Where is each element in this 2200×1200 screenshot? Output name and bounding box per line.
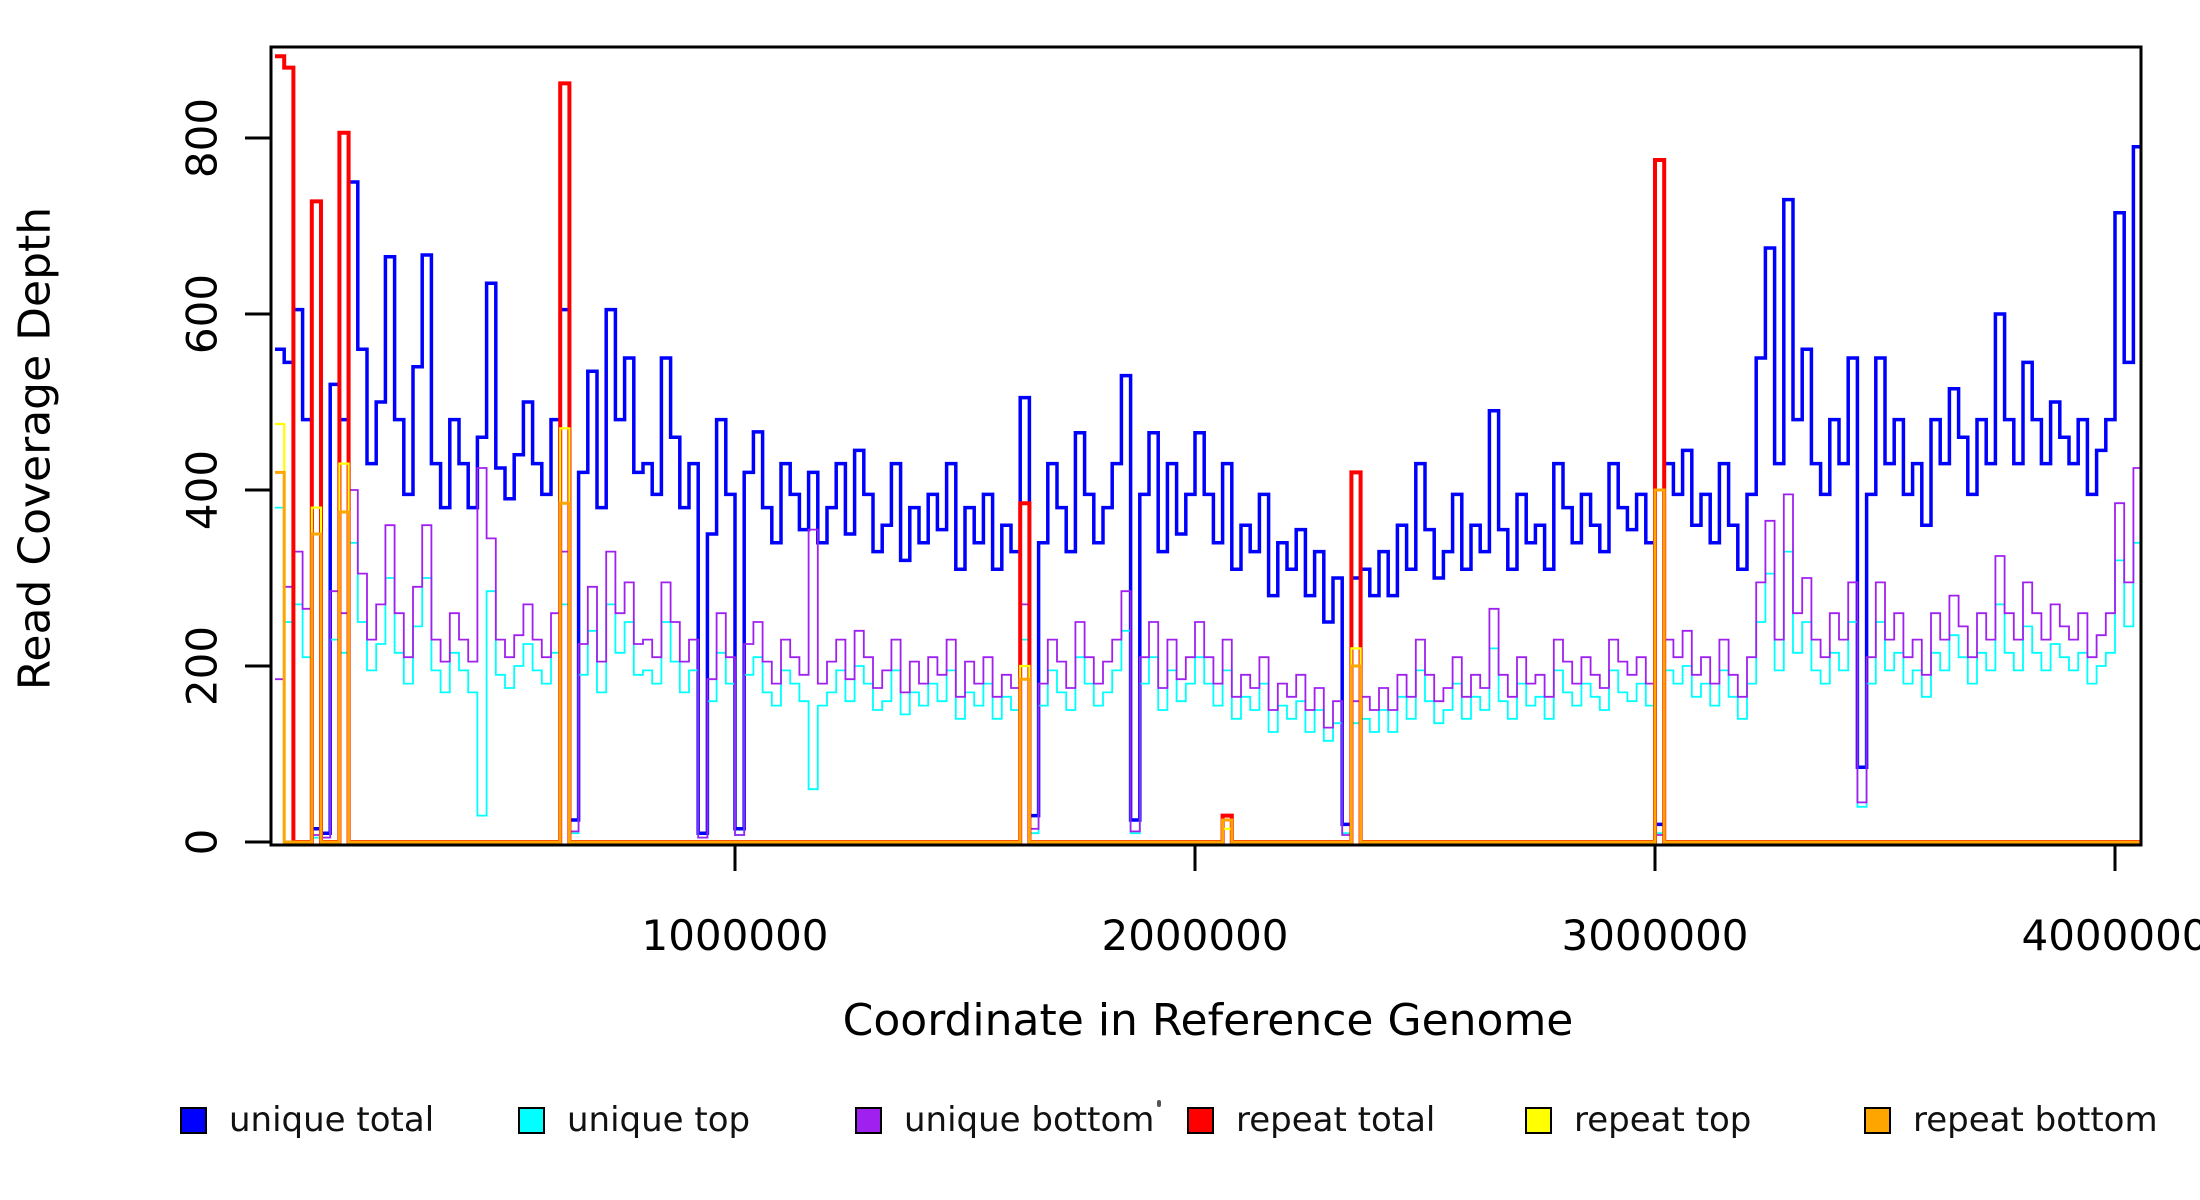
legend-label: repeat total: [1236, 1100, 1436, 1140]
y-tick-label: 200: [178, 626, 227, 706]
legend-item-repeat-total: repeat total: [1187, 1100, 1435, 1140]
legend-label: unique total: [229, 1100, 435, 1140]
x-axis-title: Coordinate in Reference Genome: [842, 995, 1574, 1046]
legend-label: repeat bottom: [1913, 1100, 2158, 1140]
x-tick-label: 3000000: [1561, 911, 1748, 960]
unique-total-swatch-icon: [180, 1106, 207, 1134]
legend-item-unique-top: unique top: [518, 1100, 750, 1140]
legend-label: unique bottom: [904, 1100, 1155, 1140]
unique-top-swatch-icon: [518, 1106, 545, 1134]
series-unique-bottom: [275, 467, 2141, 839]
legend-label: repeat top: [1574, 1100, 1752, 1140]
repeat-bottom-swatch-icon: [1864, 1106, 1891, 1134]
x-tick-label: 1000000: [641, 911, 828, 960]
y-tick-label: 400: [178, 450, 227, 530]
legend-label: unique top: [567, 1100, 751, 1140]
y-tick-label: 600: [178, 274, 227, 354]
plot-border: [269, 45, 2143, 847]
series-unique-total: [275, 145, 2141, 835]
legend-item-repeat-bottom: repeat bottom: [1864, 1100, 2158, 1140]
y-tick-label: 0: [178, 829, 227, 856]
y-axis-title: Read Coverage Depth: [9, 206, 61, 691]
x-tick-label: 4000000: [2021, 911, 2200, 960]
legend-item-repeat-top: repeat top: [1525, 1100, 1751, 1140]
legend-item-unique-bottom: unique bottom: [855, 1100, 1154, 1140]
series-repeat-bottom: [275, 470, 2141, 844]
unique-bottom-swatch-icon: [855, 1106, 882, 1134]
repeat-total-swatch-icon: [1187, 1106, 1214, 1134]
series-repeat-top: [275, 422, 2141, 844]
series-unique-top: [275, 506, 2141, 839]
legend-item-unique-total: unique total: [180, 1100, 434, 1140]
repeat-top-swatch-icon: [1525, 1106, 1552, 1134]
series-repeat-total: [275, 54, 2141, 844]
x-tick-label: 2000000: [1101, 911, 1288, 960]
y-tick-label: 800: [178, 98, 227, 178]
stray-mark: [1157, 1100, 1161, 1107]
